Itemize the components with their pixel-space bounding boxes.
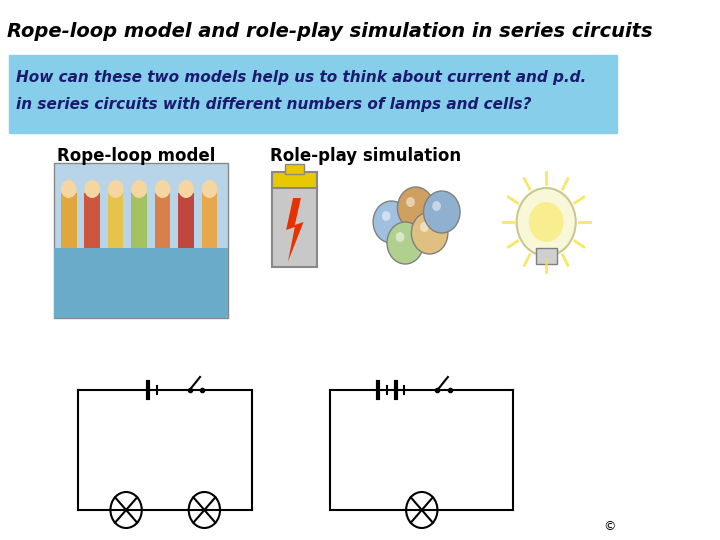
Bar: [202, 193, 217, 248]
Bar: [272, 185, 318, 267]
Bar: [54, 248, 228, 318]
Circle shape: [108, 180, 124, 198]
Bar: [285, 164, 305, 174]
Circle shape: [406, 197, 415, 207]
Circle shape: [202, 180, 217, 198]
Circle shape: [396, 232, 405, 242]
Circle shape: [84, 180, 100, 198]
Circle shape: [432, 201, 441, 211]
Bar: [155, 193, 171, 248]
Bar: [54, 163, 228, 318]
Text: Rope-loop model: Rope-loop model: [57, 147, 215, 165]
Circle shape: [373, 201, 410, 243]
Text: How can these two models help us to think about current and p.d.: How can these two models help us to thin…: [16, 70, 586, 85]
Text: Rope-loop model and role-play simulation in series circuits: Rope-loop model and role-play simulation…: [7, 22, 652, 41]
Circle shape: [61, 180, 76, 198]
FancyBboxPatch shape: [9, 55, 618, 133]
Bar: [84, 193, 100, 248]
Circle shape: [423, 191, 460, 233]
Text: in series circuits with different numbers of lamps and cells?: in series circuits with different number…: [16, 97, 531, 112]
Polygon shape: [286, 198, 304, 262]
Circle shape: [420, 222, 428, 232]
Bar: [61, 193, 76, 248]
Circle shape: [131, 180, 147, 198]
Circle shape: [110, 492, 142, 528]
Bar: [108, 193, 124, 248]
Circle shape: [406, 492, 438, 528]
Text: ©: ©: [603, 520, 616, 533]
Circle shape: [382, 211, 390, 221]
Circle shape: [411, 212, 448, 254]
Circle shape: [397, 187, 434, 229]
Text: Role-play simulation: Role-play simulation: [269, 147, 461, 165]
Circle shape: [528, 202, 564, 242]
Circle shape: [155, 180, 171, 198]
Bar: [536, 248, 557, 264]
Circle shape: [189, 492, 220, 528]
Circle shape: [516, 188, 576, 256]
Bar: [179, 193, 194, 248]
Bar: [131, 193, 147, 248]
Bar: [272, 172, 318, 188]
Circle shape: [387, 222, 423, 264]
Circle shape: [179, 180, 194, 198]
